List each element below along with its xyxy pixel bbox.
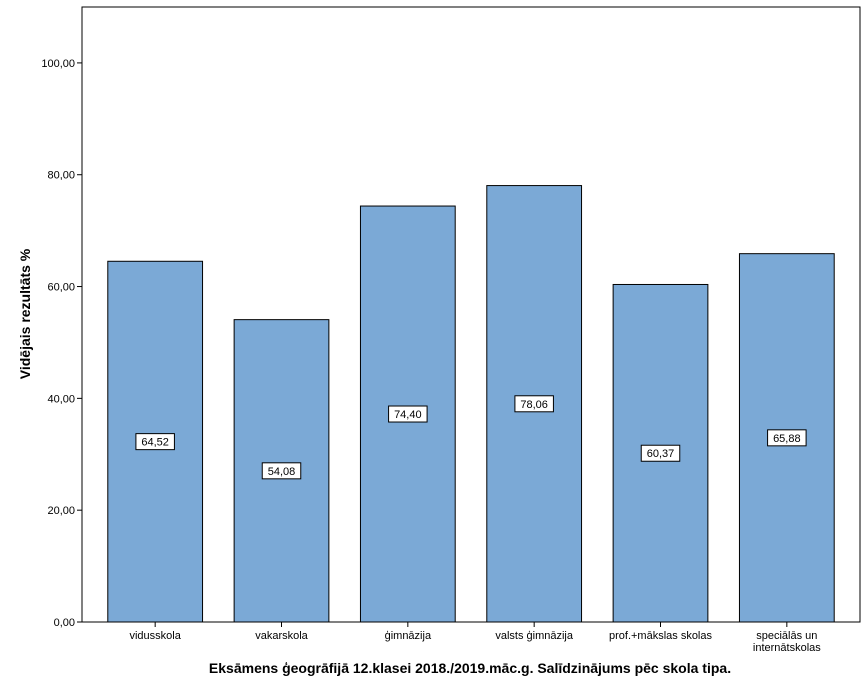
y-tick-label: 80,00 <box>47 170 75 182</box>
x-axis-title: Eksāmens ģeogrāfijā 12.klasei 2018./2019… <box>209 660 731 676</box>
x-tick-label: speciālās un <box>756 630 817 642</box>
data-label-box <box>388 405 428 423</box>
data-label-box <box>514 395 554 413</box>
data-label: 54,08 <box>268 466 296 478</box>
y-tick-label: 20,00 <box>47 505 75 517</box>
data-label: 65,88 <box>773 433 801 445</box>
x-tick-label: internātskolas <box>753 642 821 654</box>
x-tick-label: vakarskola <box>255 630 308 642</box>
data-label: 64,52 <box>141 437 169 449</box>
x-axis: vidusskola vakarskola ģimnāzija valsts ģimn… <box>129 622 821 654</box>
y-tick-label: 40,00 <box>47 393 75 405</box>
bars: 64,52 54,08 74,40 78,06 60,37 65,88 <box>107 185 835 623</box>
x-tick-label: vidusskola <box>129 630 181 642</box>
plot-frame <box>81 6 861 623</box>
x-tick-label: valsts ģimnāzija <box>495 629 574 642</box>
data-label: 78,06 <box>520 399 548 411</box>
x-tick-label: prof.+mākslas skolas <box>609 630 713 642</box>
data-label-box <box>640 444 681 462</box>
data-label-box <box>135 433 175 451</box>
data-label-box <box>767 429 807 447</box>
y-axis-title: Vidējais rezultāts % <box>17 248 33 379</box>
y-axis: 0,00 20,00 40,00 60,00 80,00 100,00 <box>41 58 82 629</box>
y-tick-label: 60,00 <box>47 282 75 294</box>
data-label-box <box>261 462 302 480</box>
data-label: 60,37 <box>647 448 675 460</box>
x-tick-label: ģimnāzija <box>385 629 432 642</box>
data-label: 74,40 <box>394 409 422 421</box>
y-tick-label: 100,00 <box>41 58 75 70</box>
y-tick-label: 0,00 <box>54 617 75 629</box>
